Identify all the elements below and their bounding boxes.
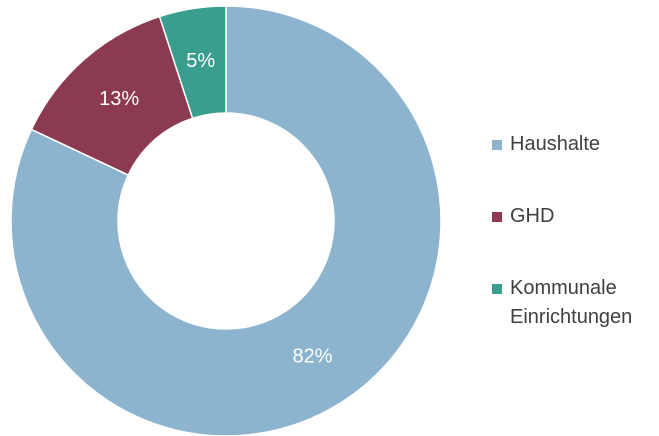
data-label: 82% — [293, 346, 333, 368]
legend-item: Haushalte — [492, 130, 659, 159]
legend-swatch — [492, 212, 502, 222]
legend-swatch — [492, 284, 502, 294]
legend-label: Haushalte — [510, 133, 601, 155]
data-label: 13% — [99, 88, 139, 110]
legend-swatch — [492, 140, 502, 150]
slice — [10, 5, 442, 436]
legend-label: GHD — [510, 205, 555, 227]
legend: Haushalte GHD Kommunale Einrichtungen — [492, 130, 659, 375]
legend-item: GHD — [492, 202, 659, 231]
slice — [158, 5, 227, 120]
chart: 82% 13% 5% — [10, 5, 442, 436]
legend-item: Kommunale Einrichtungen — [492, 274, 659, 332]
legend-label: Kommunale Einrichtungen — [510, 277, 633, 328]
data-label: 5% — [186, 50, 215, 72]
